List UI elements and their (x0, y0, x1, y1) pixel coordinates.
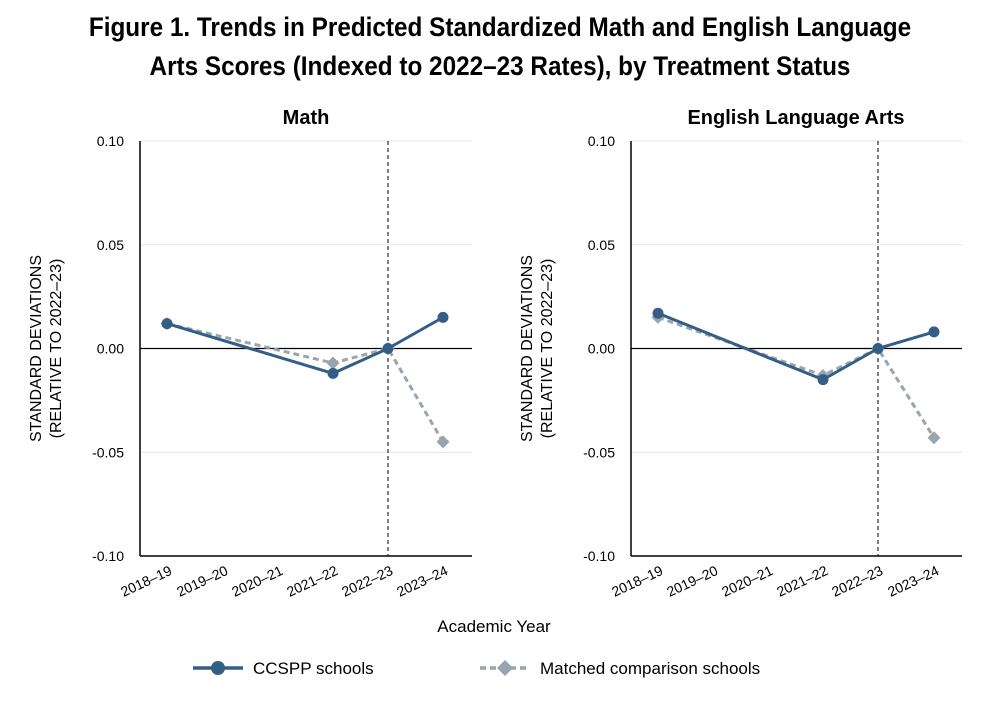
y-tick-label: 0.00 (97, 341, 124, 357)
x-tick-label: 2019–20 (174, 562, 230, 600)
y-tick-label: -0.10 (583, 548, 615, 564)
x-tick-label: 2021–22 (284, 562, 340, 600)
figure-title: Figure 1. Trends in Predicted Standardiz… (50, 8, 950, 86)
data-point (437, 311, 449, 323)
x-tick-label: 2023–24 (885, 562, 941, 600)
x-tick-label: 2021–22 (774, 562, 830, 600)
x-axis-title: Academic Year (437, 617, 551, 636)
x-tick-label: 2018–19 (118, 562, 174, 600)
legend: CCSPP schools Matched comparison schools (193, 659, 760, 678)
data-point (327, 367, 339, 379)
x-tick-label: 2022–23 (829, 562, 885, 600)
legend-label: Matched comparison schools (540, 659, 760, 678)
data-point (928, 326, 940, 338)
data-point (326, 356, 340, 370)
data-point (436, 435, 450, 449)
y-axis-title-line1: STANDARD DEVIATIONS (28, 255, 45, 442)
data-point (927, 431, 941, 445)
y-tick-label: 0.05 (97, 237, 124, 253)
legend-marker (497, 660, 513, 676)
y-tick-label: -0.10 (92, 548, 124, 564)
figure-title-line2: Arts Scores (Indexed to 2022–23 Rates), … (149, 51, 851, 81)
y-axis-title-line2: (RELATIVE TO 2022–23) (539, 259, 556, 439)
data-point (382, 343, 394, 354)
x-tick-label: 2020–21 (719, 562, 775, 600)
y-tick-label: -0.05 (583, 444, 615, 460)
y-axis-title-line1: STANDARD DEVIATIONS (519, 255, 536, 442)
figure-title-line1: Figure 1. Trends in Predicted Standardiz… (88, 12, 912, 42)
panel-ela: English Language Arts 0.10 0.05 0.00 -0.05 -0… (519, 107, 962, 600)
legend-label: CCSPP schools (253, 659, 374, 678)
x-tick-label: 2022–23 (339, 562, 395, 600)
series-line (166, 322, 445, 443)
y-tick-label: 0.10 (97, 133, 124, 149)
data-point (817, 374, 829, 386)
y-tick-label: 0.10 (588, 133, 615, 149)
y-axis-title-line2: (RELATIVE TO 2022–23) (48, 259, 65, 439)
y-tick-label: 0.00 (588, 341, 615, 357)
x-tick-label: 2018–19 (609, 562, 665, 600)
data-point (652, 307, 664, 319)
legend-marker (211, 661, 225, 675)
series-line (166, 316, 444, 375)
y-tick-label: -0.05 (92, 444, 124, 460)
series-line (657, 311, 935, 382)
x-tick-label: 2020–21 (229, 562, 285, 600)
data-point (872, 343, 884, 354)
data-point (161, 318, 173, 330)
y-tick-label: 0.05 (588, 237, 615, 253)
x-tick-label: 2019–20 (664, 562, 720, 600)
x-tick-label: 2023–24 (394, 562, 450, 600)
panel-title: English Language Arts (687, 107, 904, 129)
series-line (657, 315, 936, 439)
panel-title: Math (283, 107, 330, 129)
